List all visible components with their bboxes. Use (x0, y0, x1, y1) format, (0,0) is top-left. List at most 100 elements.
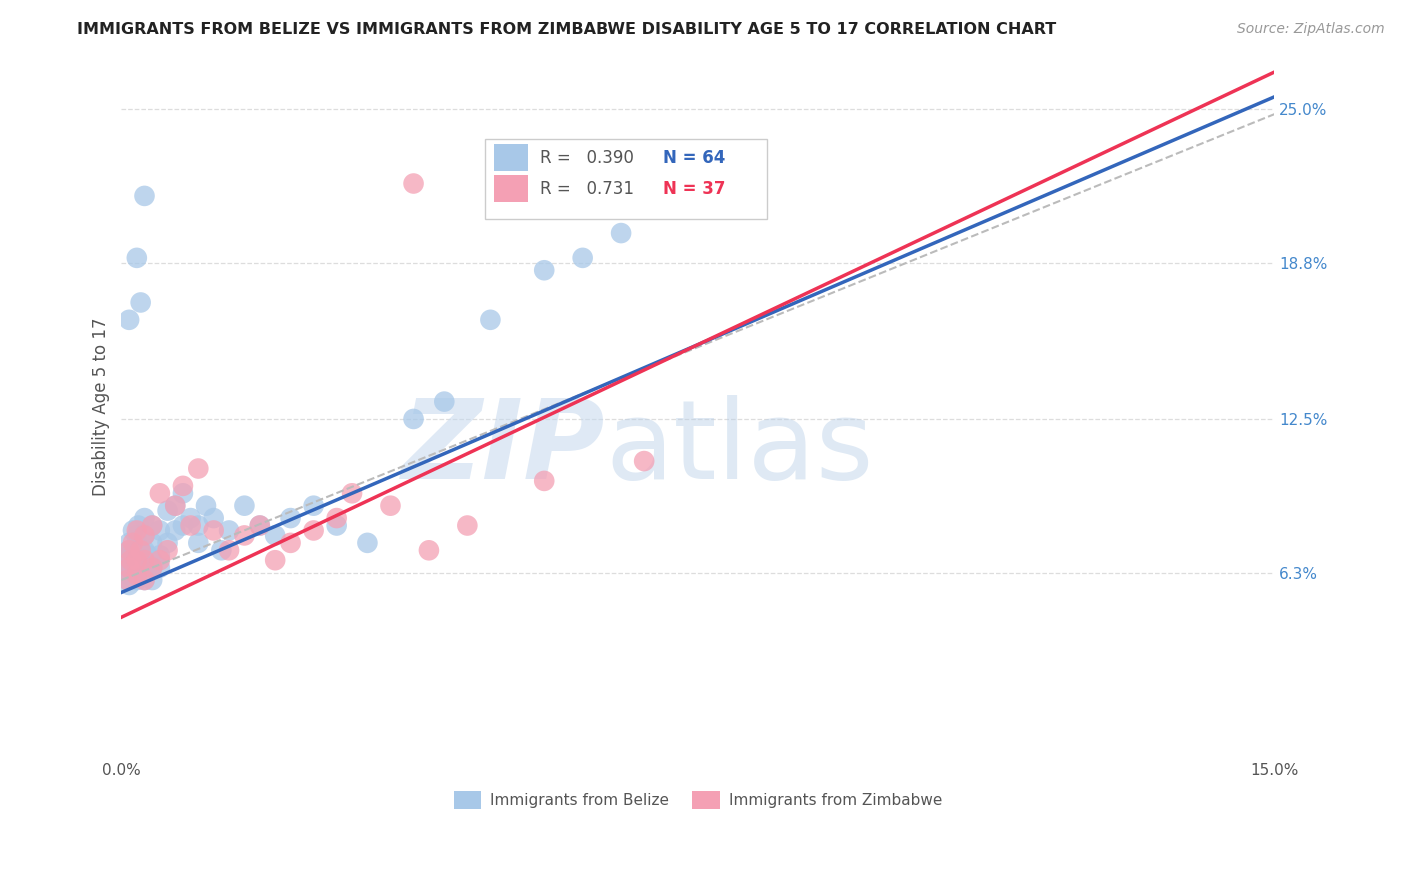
Point (134, 573, 156, 587)
Point (127, 518, 149, 533)
Point (533, 474, 555, 488)
Point (125, 548, 148, 562)
Point (233, 499, 256, 513)
Point (129, 295, 152, 310)
Point (125, 566, 148, 580)
Point (380, 499, 402, 513)
Text: Source: ZipAtlas.com: Source: ZipAtlas.com (1237, 22, 1385, 37)
Text: IMMIGRANTS FROM BELIZE VS IMMIGRANTS FROM ZIMBABWE DISABILITY AGE 5 TO 17 CORREL: IMMIGRANTS FROM BELIZE VS IMMIGRANTS FRO… (77, 22, 1056, 37)
Point (129, 560, 152, 574)
Point (118, 543, 141, 558)
Point (187, 518, 209, 533)
Point (118, 548, 141, 562)
Point (218, 543, 240, 558)
Point (118, 568, 141, 582)
Point (141, 553, 163, 567)
Point (202, 524, 225, 538)
Point (479, 313, 502, 327)
Point (134, 560, 156, 574)
Point (187, 461, 209, 475)
Point (648, 181, 671, 195)
Point (280, 536, 302, 550)
Point (118, 573, 141, 587)
Point (125, 524, 148, 538)
Point (125, 568, 148, 582)
Point (325, 511, 347, 525)
Text: R =   0.390: R = 0.390 (540, 149, 634, 167)
Point (134, 573, 156, 587)
Point (118, 543, 141, 558)
Point (141, 573, 163, 587)
Point (172, 518, 194, 533)
Point (149, 524, 172, 538)
Point (402, 412, 425, 426)
Point (141, 536, 163, 550)
Point (134, 553, 156, 567)
Point (610, 226, 633, 240)
Point (633, 454, 655, 468)
Point (141, 560, 163, 574)
Point (122, 536, 145, 550)
Point (402, 177, 425, 191)
Point (433, 394, 456, 409)
Point (124, 560, 146, 574)
Point (129, 543, 152, 558)
Point (117, 560, 139, 574)
Point (218, 524, 240, 538)
Bar (494, 145, 529, 170)
Text: ZIP: ZIP (402, 394, 606, 501)
Point (195, 499, 218, 513)
Point (125, 553, 148, 567)
Point (533, 263, 555, 277)
Point (122, 543, 145, 558)
Point (118, 553, 141, 567)
Point (165, 524, 187, 538)
Point (118, 560, 141, 574)
Point (249, 518, 271, 533)
Point (118, 536, 141, 550)
Point (141, 518, 163, 533)
Point (264, 553, 287, 567)
Point (180, 518, 202, 533)
Point (149, 553, 172, 567)
Point (209, 543, 232, 558)
Point (249, 518, 271, 533)
Point (134, 553, 156, 567)
Point (280, 511, 302, 525)
Point (125, 573, 148, 587)
Text: N = 64: N = 64 (664, 149, 725, 167)
Point (156, 503, 179, 517)
Point (156, 543, 179, 558)
Point (138, 548, 160, 562)
Point (172, 479, 194, 493)
Point (125, 553, 148, 567)
Point (325, 518, 347, 533)
Point (117, 573, 139, 587)
Point (134, 528, 156, 542)
Point (125, 536, 148, 550)
Point (125, 528, 148, 542)
Point (340, 486, 363, 500)
Point (456, 518, 478, 533)
Point (165, 499, 187, 513)
Point (187, 536, 209, 550)
Point (122, 524, 145, 538)
Point (165, 499, 187, 513)
Point (156, 536, 179, 550)
Point (418, 543, 440, 558)
Bar (494, 176, 529, 202)
Point (180, 511, 202, 525)
Y-axis label: Disability Age 5 to 17: Disability Age 5 to 17 (93, 318, 110, 496)
Point (172, 486, 194, 500)
Point (134, 543, 156, 558)
Point (149, 560, 172, 574)
Point (202, 511, 225, 525)
Point (125, 251, 148, 265)
Point (118, 578, 141, 592)
Point (120, 560, 142, 574)
Text: N = 37: N = 37 (664, 180, 725, 198)
Point (141, 518, 163, 533)
Point (118, 313, 141, 327)
Point (571, 251, 593, 265)
Point (149, 548, 172, 562)
